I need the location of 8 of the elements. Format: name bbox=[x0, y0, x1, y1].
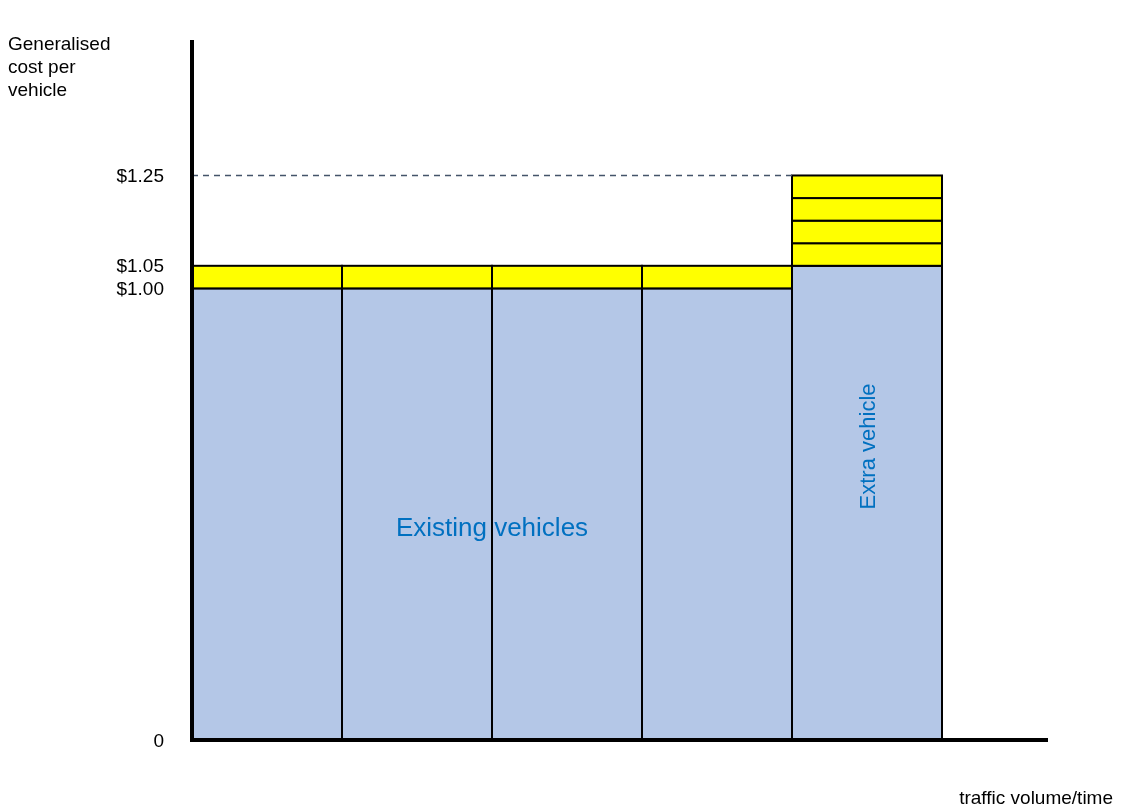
y-axis-title: Generalised cost per vehicle bbox=[8, 33, 111, 100]
y-tick-label: $1.25 bbox=[116, 165, 164, 187]
y-tick-label: $1.00 bbox=[116, 277, 164, 299]
annotation: Extra vehicle bbox=[855, 383, 880, 510]
y-tick-label: $1.05 bbox=[116, 255, 164, 277]
y-tick-label: 0 bbox=[153, 729, 164, 751]
annotation: Existing vehicles bbox=[395, 512, 589, 543]
x-axis-title: traffic volume/time bbox=[959, 787, 1113, 808]
